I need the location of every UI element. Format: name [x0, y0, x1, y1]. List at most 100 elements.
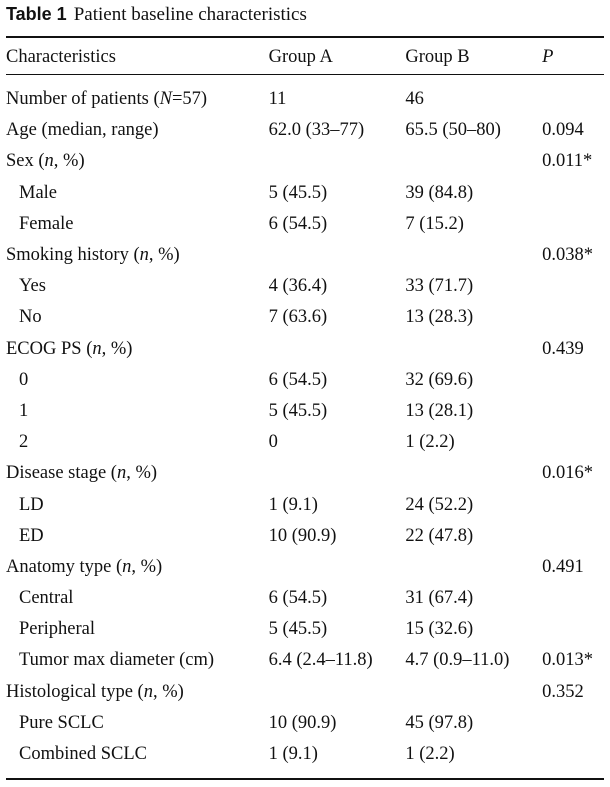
row-label-pre: Sex ( — [6, 151, 45, 172]
row-label-it: n — [143, 681, 153, 702]
bottom-rule — [6, 778, 604, 780]
row-label-post: , %) — [53, 151, 85, 172]
row-label-pre: Combined SCLC — [19, 744, 147, 765]
table-row: Yes 4 (36.4) 33 (71.7) — [6, 271, 604, 302]
row-label-pre: Age (median, range) — [6, 120, 159, 141]
group-a-value — [269, 552, 406, 583]
header-p: P — [542, 46, 554, 67]
row-label-pre: ECOG PS ( — [6, 338, 93, 359]
group-b-value: 65.5 (50–80) — [405, 120, 501, 141]
row-label-pre: 2 — [19, 432, 29, 453]
group-b-value — [405, 552, 542, 583]
p-value — [542, 84, 604, 115]
row-label-post: , %) — [131, 556, 163, 577]
p-value — [542, 365, 604, 396]
row-label-pre: Smoking history ( — [6, 245, 140, 266]
row-label: Combined SCLC — [6, 739, 269, 770]
table-row: Female 6 (54.5) 7 (15.2) — [6, 209, 604, 240]
p-value — [542, 583, 604, 614]
table-row: LD 1 (9.1) 24 (52.2) — [6, 489, 604, 520]
row-label-post: , %) — [101, 338, 133, 359]
row-label: 1 — [6, 396, 269, 427]
p-value: 0.016* — [542, 463, 593, 484]
row-label-it: n — [139, 245, 149, 266]
row-label-pre: Central — [19, 588, 74, 609]
row-label-pre: Yes — [19, 276, 46, 297]
row-label-pre: Tumor max diameter (cm) — [19, 650, 215, 671]
row-label: 2 — [6, 427, 269, 458]
row-label-pre: LD — [19, 494, 44, 515]
p-value — [542, 271, 604, 302]
row-label-post: =57) — [171, 89, 208, 110]
row-label: ECOG PS (n, %) — [6, 334, 269, 365]
table-row: No 7 (63.6) 13 (28.3) — [6, 302, 604, 333]
group-a-value — [269, 677, 406, 708]
row-label-post: , %) — [152, 681, 184, 702]
p-value — [542, 178, 604, 209]
row-label: LD — [6, 489, 269, 520]
group-a-value — [269, 458, 406, 489]
group-a-value: 5 (45.5) — [268, 619, 328, 640]
row-label-it: n — [44, 151, 54, 172]
group-b-value: 45 (97.8) — [405, 712, 474, 733]
baseline-table: Characteristics Group A Group B P Number… — [6, 40, 604, 770]
header-group-b: Group B — [405, 46, 470, 67]
row-label: Histological type (n, %) — [6, 677, 269, 708]
header-characteristics: Characteristics — [6, 46, 116, 67]
table-row: 2 0 1 (2.2) — [6, 427, 604, 458]
row-label-it: n — [122, 556, 132, 577]
row-label: Anatomy type (n, %) — [6, 552, 269, 583]
group-a-value: 62.0 (33–77) — [268, 120, 365, 141]
table-row: Histological type (n, %) 0.352 — [6, 677, 604, 708]
group-a-value — [269, 146, 406, 177]
group-a-value: 1 (9.1) — [268, 494, 318, 515]
group-b-value: 33 (71.7) — [405, 276, 474, 297]
header-rule — [6, 74, 604, 75]
table-row: Age (median, range) 62.0 (33–77) 65.5 (50–… — [6, 115, 604, 146]
group-b-value: 31 (67.4) — [405, 588, 474, 609]
row-label-pre: Female — [19, 213, 74, 234]
row-label: 0 — [6, 365, 269, 396]
table-body: Number of patients (N=57) 11 46 Age (median… — [6, 74, 604, 770]
group-b-value: 32 (69.6) — [405, 369, 474, 390]
row-label-pre: 0 — [19, 369, 29, 390]
group-b-value: 22 (47.8) — [405, 525, 474, 546]
row-label-post: , %) — [126, 463, 158, 484]
group-b-value: 13 (28.1) — [405, 400, 474, 421]
p-value: 0.013* — [542, 650, 593, 671]
group-b-value: 7 (15.2) — [405, 213, 464, 234]
group-b-value — [405, 334, 542, 365]
group-a-value: 7 (63.6) — [268, 307, 328, 328]
group-b-value: 46 — [405, 89, 424, 110]
p-value: 0.094 — [542, 120, 584, 141]
row-label: Female — [6, 209, 269, 240]
table-row: 0 6 (54.5) 32 (69.6) — [6, 365, 604, 396]
p-value: 0.038* — [542, 245, 593, 266]
row-label-pre: Anatomy type ( — [6, 556, 123, 577]
group-b-value: 4.7 (0.9–11.0) — [405, 650, 510, 671]
p-value — [542, 708, 604, 739]
group-b-value: 13 (28.3) — [405, 307, 474, 328]
row-label-pre: Male — [19, 182, 58, 203]
p-value — [542, 209, 604, 240]
group-a-value: 6 (54.5) — [268, 369, 328, 390]
row-label-post: , %) — [148, 245, 180, 266]
group-a-value: 11 — [268, 89, 287, 110]
header-row: Characteristics Group A Group B P — [6, 40, 604, 74]
p-value — [542, 396, 604, 427]
p-value — [542, 521, 604, 552]
table-row: Smoking history (n, %) 0.038* — [6, 240, 604, 271]
table-row: 1 5 (45.5) 13 (28.1) — [6, 396, 604, 427]
row-label-pre: 1 — [19, 400, 29, 421]
table-row: ECOG PS (n, %) 0.439 — [6, 334, 604, 365]
p-value: 0.491 — [542, 556, 584, 577]
group-a-value: 5 (45.5) — [268, 182, 328, 203]
group-a-value — [269, 334, 406, 365]
group-b-value: 39 (84.8) — [405, 182, 474, 203]
row-label: No — [6, 302, 269, 333]
group-b-value — [405, 146, 542, 177]
group-b-value: 24 (52.2) — [405, 494, 474, 515]
table-caption: Table 1 Patient baseline characteristics — [6, 4, 307, 26]
group-a-value: 6.4 (2.4–11.8) — [268, 650, 373, 671]
row-label: Disease stage (n, %) — [6, 458, 269, 489]
